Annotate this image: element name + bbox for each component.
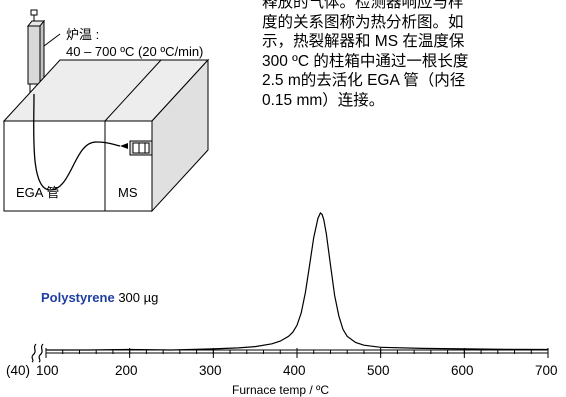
x-tick-label: 600 <box>451 363 474 378</box>
x-tick-label: 100 <box>36 363 59 378</box>
thermogram-chart <box>31 212 549 363</box>
x-tick-label: 400 <box>283 363 306 378</box>
apparatus-diagram <box>2 9 210 213</box>
description-line: 300 ºC 的柱箱中通过一根长度 <box>262 52 469 70</box>
sample-annotation: Polystyrene 300 µg <box>41 290 158 305</box>
pyrolyzer-side <box>39 19 45 86</box>
thermogram-curve <box>46 212 549 351</box>
description-line: 释放的气体。检测器响应与样 <box>262 0 464 11</box>
ega-tube-arrow <box>120 143 128 149</box>
furnace-label-title: 炉温 : <box>66 27 100 42</box>
ega-ms-divider-top <box>104 59 162 122</box>
x-tick-label: 700 <box>535 363 558 378</box>
major-ticks <box>45 348 549 358</box>
x-axis-title: Furnace temp / ºC <box>232 383 330 397</box>
ms-label: MS <box>118 185 138 200</box>
pyrolyzer-body <box>27 25 41 85</box>
x-break-label: (40) <box>6 363 31 378</box>
furnace-label: 炉温 : 40 – 700 ºC (20 ºC/min) <box>66 26 203 60</box>
description-line: 示，热裂解器和 MS 在温度保 <box>262 33 465 50</box>
description-line: 2.5 m的去活化 EGA 管（内径 <box>262 72 466 89</box>
pyrolyzer-cap <box>30 9 38 16</box>
description-line: 0.15 mm）连接。 <box>262 91 385 109</box>
description-line: 度的关系图称为热分析图。如 <box>262 13 464 31</box>
ega-tube <box>33 93 121 191</box>
x-tick-label: 300 <box>199 363 222 378</box>
x-tick-label: 200 <box>115 363 138 378</box>
box-front <box>3 120 153 212</box>
furnace-leader-line <box>43 33 61 47</box>
axis-break-mark <box>31 343 37 363</box>
sample-amount: 300 µg <box>118 290 159 305</box>
axis-break-mark <box>38 343 44 363</box>
furnace-label-range: 40 – 700 ºC (20 ºC/min) <box>66 44 204 59</box>
description-text: 释放的气体。检测器响应与样 度的关系图称为热分析图。如 示，热裂解器和 MS 在… <box>262 0 562 110</box>
sample-name: Polystyrene <box>41 290 115 305</box>
ega-label: EGA 管 <box>16 185 59 200</box>
ms-inlet-port <box>132 142 150 154</box>
x-tick-label: 500 <box>367 363 390 378</box>
